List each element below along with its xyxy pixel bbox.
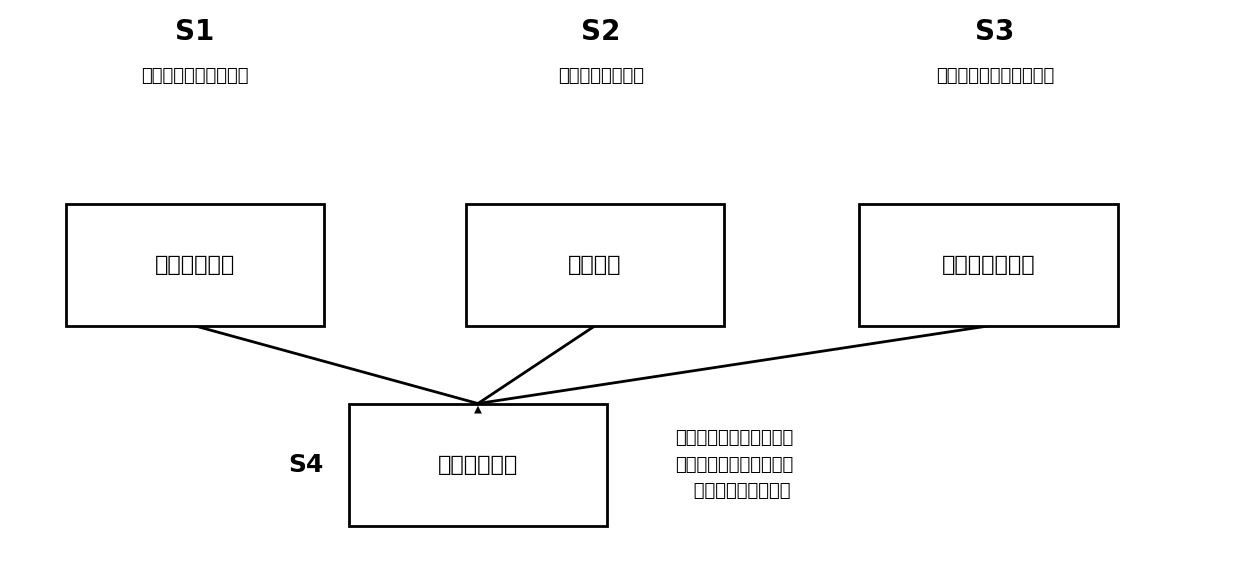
Bar (66, 204, 325, 326)
Bar (860, 204, 1118, 326)
Text: 在电力弹簧、储能、可控
新能源共同作用下，使微
   电网稳定、高效运行: 在电力弹簧、储能、可控 新能源共同作用下，使微 电网稳定、高效运行 (675, 429, 793, 500)
Text: 保证电力弹簧稳定运行: 保证电力弹簧稳定运行 (141, 67, 249, 85)
Text: 保证储能稳定运行: 保证储能稳定运行 (558, 67, 644, 85)
Text: 电力弹簧优化: 电力弹簧优化 (155, 255, 235, 275)
Text: S2: S2 (581, 18, 621, 46)
Bar (348, 404, 607, 525)
Text: 微电网总优化: 微电网总优化 (437, 454, 518, 475)
Bar (466, 204, 724, 326)
Text: 保证可控新能源稳定运行: 保证可控新能源稳定运行 (935, 67, 1054, 85)
Text: 储能优化: 储能优化 (569, 255, 622, 275)
Text: S1: S1 (175, 18, 214, 46)
Text: 可控新能源优化: 可控新能源优化 (942, 255, 1036, 275)
Text: S3: S3 (975, 18, 1015, 46)
Text: S4: S4 (287, 453, 323, 476)
